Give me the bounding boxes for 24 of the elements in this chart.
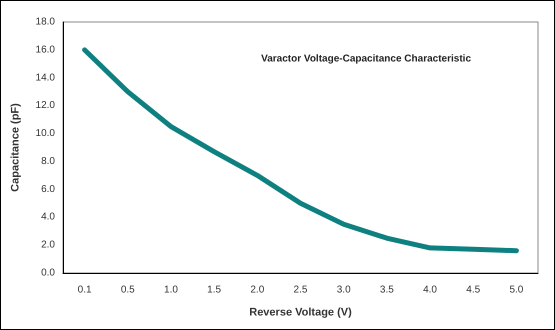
x-tick-label: 3.5 <box>380 284 394 296</box>
x-tick-label: 4.5 <box>466 284 481 296</box>
x-tick-label: 2.0 <box>250 284 265 296</box>
y-tick-label: 14.0 <box>36 72 56 84</box>
y-axis-title: Capacitance (pF) <box>10 102 22 192</box>
text: Varactor Voltage-Capacitance Characteristic <box>261 54 472 64</box>
y-tick-label: 0.0 <box>41 268 56 278</box>
y-tick-label: 10.0 <box>36 128 56 140</box>
x-tick-label: 0.1 <box>78 284 92 296</box>
x-tick-label: 2.5 <box>294 284 308 296</box>
x-tick-label: 3.0 <box>336 284 352 296</box>
y-tick-label: 8.0 <box>41 156 56 167</box>
y-tick-label: 6.0 <box>41 184 56 195</box>
x-tick-label: 0.5 <box>120 284 136 296</box>
y-tick-label: 18.0 <box>36 16 56 28</box>
x-axis-title: Reverse Voltage (V) <box>249 306 352 318</box>
x-tick-label: 1.0 <box>164 284 178 296</box>
y-tick-label: 16.0 <box>36 44 56 56</box>
x-tick-label: 5.0 <box>509 284 524 296</box>
y-tick-label: 12.0 <box>36 100 56 112</box>
x-tick-label: 4.0 <box>423 284 438 296</box>
y-tick-label: 4.0 <box>41 212 56 223</box>
x-tick-label: 1.5 <box>207 284 222 296</box>
y-tick-label: 2.0 <box>41 240 56 251</box>
